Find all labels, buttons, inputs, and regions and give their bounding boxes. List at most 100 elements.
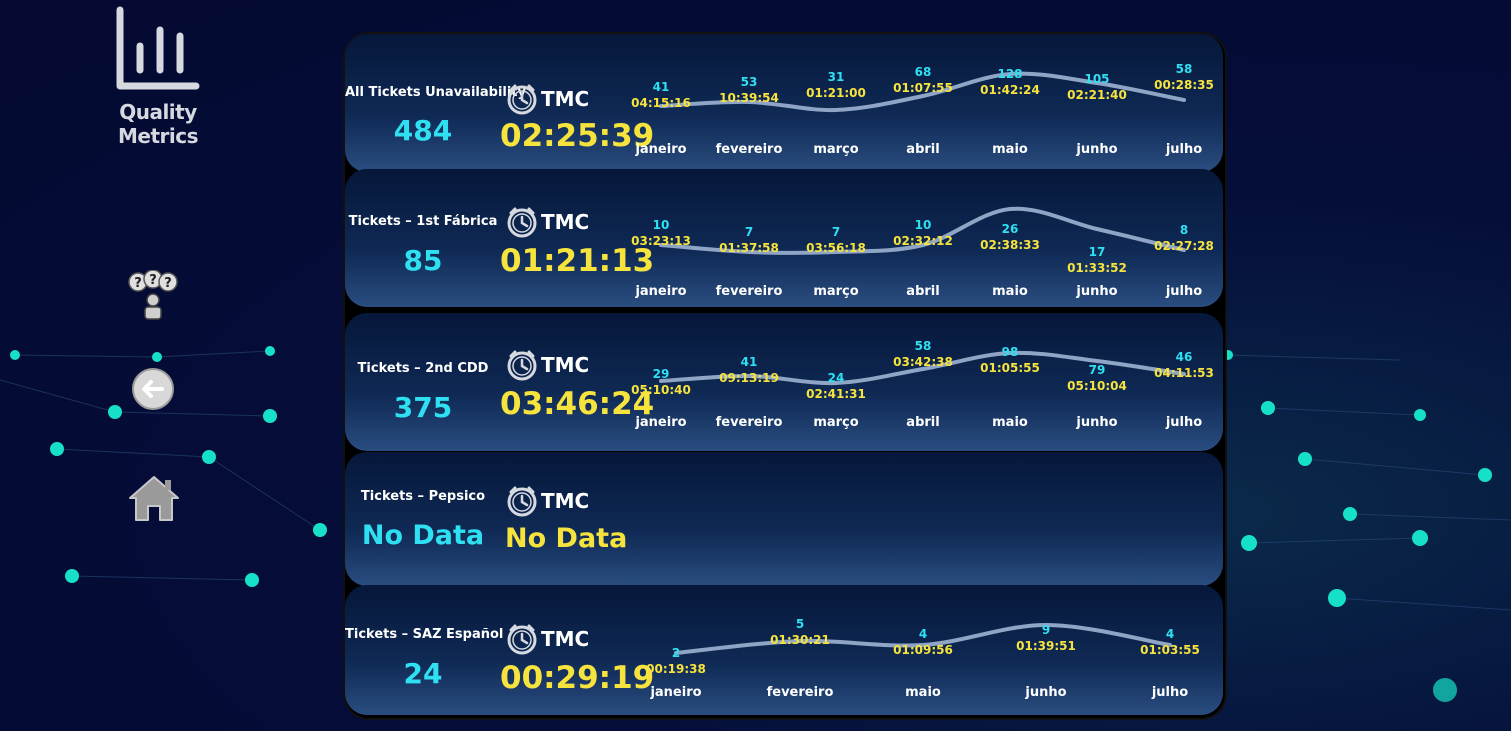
monthly-line-chart: 29 05:10:40 janeiro 41 09:13:19 fevereiro 24 02… xyxy=(631,339,1214,430)
month-tick-label: janeiro xyxy=(634,284,686,299)
data-label-count: 29 xyxy=(653,367,670,381)
tmc-header: TMC xyxy=(505,82,589,116)
data-label-time: 09:13:19 xyxy=(719,371,779,385)
tmc-time: 01:21:13 xyxy=(500,243,655,279)
card-title: Tickets – 1st Fábrica xyxy=(348,214,498,229)
metric-card: Tickets – Pepsico No Data TMC No Data xyxy=(345,452,1223,586)
app-title: Quality Metrics xyxy=(117,100,199,148)
home-icon[interactable] xyxy=(127,474,181,522)
data-label-count: 26 xyxy=(1002,222,1019,236)
month-tick-label: julho xyxy=(1165,415,1202,430)
data-label-count: 7 xyxy=(745,225,753,239)
month-tick-label: junho xyxy=(1075,142,1117,157)
app-logo: Quality Metrics xyxy=(82,6,234,148)
tmc-label: TMC xyxy=(541,353,590,377)
data-label-count: 58 xyxy=(1176,62,1193,76)
metric-card: Tickets – SAZ Español 24 TMC 00:29:19 2 00:19… xyxy=(345,585,1223,715)
tmc-label: TMC xyxy=(541,489,590,513)
data-label-count: 10 xyxy=(653,218,670,232)
support-team-icon[interactable]: ? ? ? xyxy=(126,269,180,326)
month-tick-label: junho xyxy=(1075,415,1117,430)
svg-text:?: ? xyxy=(149,273,157,288)
data-label-count: 98 xyxy=(1002,345,1019,359)
data-label-count: 4 xyxy=(1166,627,1174,641)
metric-card: All Tickets Unavailability 484 TMC 02:25:39… xyxy=(345,34,1223,172)
month-tick-label: maio xyxy=(905,685,941,700)
back-arrow-button[interactable] xyxy=(131,367,175,415)
data-label-time: 01:30:21 xyxy=(770,633,830,647)
monthly-line-chart: 10 03:23:13 janeiro 7 01:37:58 fevereiro 7 03:5… xyxy=(631,206,1214,299)
data-label-time: 03:56:18 xyxy=(806,241,866,255)
data-label-count: 41 xyxy=(741,355,758,369)
month-tick-label: fevereiro xyxy=(716,415,783,430)
month-tick-label: março xyxy=(813,415,858,430)
data-label-time: 01:37:58 xyxy=(719,241,779,255)
tmc-label: TMC xyxy=(541,627,590,651)
clock-icon xyxy=(507,207,537,238)
bar-chart-logo-icon xyxy=(116,6,200,90)
metric-card: Tickets – 1st Fábrica 85 TMC 01:21:13 10 03:2… xyxy=(345,169,1223,307)
series-line xyxy=(659,206,1186,255)
data-label-count: 9 xyxy=(1042,623,1050,637)
month-tick-label: janeiro xyxy=(649,685,701,700)
data-label-count: 8 xyxy=(1180,223,1188,237)
tmc-time: 00:29:19 xyxy=(500,660,655,696)
month-tick-label: março xyxy=(813,142,858,157)
month-tick-label: junho xyxy=(1024,685,1066,700)
data-label-count: 128 xyxy=(997,67,1022,81)
month-tick-label: maio xyxy=(992,415,1028,430)
month-tick-label: abril xyxy=(906,142,939,157)
ticket-count: 375 xyxy=(393,391,453,424)
clock-icon xyxy=(507,350,537,381)
data-label-time: 02:27:28 xyxy=(1154,239,1214,253)
month-tick-label: janeiro xyxy=(634,142,686,157)
metric-card: Tickets – 2nd CDD 375 TMC 03:46:24 29 05:10:4… xyxy=(345,313,1223,451)
month-tick-label: julho xyxy=(1151,685,1188,700)
card-title: Tickets – Pepsico xyxy=(360,489,486,504)
data-label-count: 10 xyxy=(915,218,932,232)
data-label-count: 31 xyxy=(828,70,845,84)
month-tick-label: maio xyxy=(992,142,1028,157)
data-label-time: 02:41:31 xyxy=(806,387,866,401)
data-label-time: 02:32:12 xyxy=(893,234,953,248)
card-title: Tickets – 2nd CDD xyxy=(357,361,489,376)
tmc-time: 03:46:24 xyxy=(500,386,655,422)
month-tick-label: junho xyxy=(1075,284,1117,299)
tmc-label: TMC xyxy=(541,210,590,234)
data-label-count: 7 xyxy=(832,225,840,239)
clock-icon xyxy=(507,84,537,115)
data-label-time: 05:10:04 xyxy=(1067,379,1127,393)
tmc-header: TMC xyxy=(505,622,589,656)
data-label-count: 2 xyxy=(672,646,680,660)
data-label-count: 68 xyxy=(915,65,932,79)
month-tick-label: abril xyxy=(906,415,939,430)
back-arrow-icon[interactable] xyxy=(131,367,175,411)
data-label-time: 04:11:53 xyxy=(1154,366,1214,380)
data-label-time: 05:10:40 xyxy=(631,383,691,397)
month-tick-label: fevereiro xyxy=(716,284,783,299)
data-label-count: 4 xyxy=(919,627,927,641)
clock-icon xyxy=(507,624,537,655)
home-button[interactable] xyxy=(127,474,181,526)
series-line xyxy=(674,622,1172,655)
ticket-count: 24 xyxy=(403,657,443,690)
data-label-count: 79 xyxy=(1089,363,1106,377)
data-label-time: 01:33:52 xyxy=(1067,261,1127,275)
data-label-time: 03:42:38 xyxy=(893,355,953,369)
data-label-time: 01:07:55 xyxy=(893,81,953,95)
data-label-time: 04:15:16 xyxy=(631,96,691,110)
ticket-count: 85 xyxy=(403,244,443,277)
tmc-header: TMC xyxy=(505,205,589,239)
month-tick-label: fevereiro xyxy=(716,142,783,157)
data-label-time: 01:03:55 xyxy=(1140,643,1200,657)
month-tick-label: janeiro xyxy=(634,415,686,430)
svg-text:?: ? xyxy=(164,276,172,291)
monthly-line-chart: 41 04:15:16 janeiro 53 10:39:54 fevereiro 31 01… xyxy=(631,62,1214,157)
data-label-count: 46 xyxy=(1176,350,1193,364)
data-label-time: 00:19:38 xyxy=(646,662,706,676)
data-label-time: 10:39:54 xyxy=(719,91,779,105)
data-label-count: 53 xyxy=(741,75,758,89)
month-tick-label: março xyxy=(813,284,858,299)
data-label-time: 01:09:56 xyxy=(893,643,953,657)
data-label-count: 105 xyxy=(1084,72,1109,86)
